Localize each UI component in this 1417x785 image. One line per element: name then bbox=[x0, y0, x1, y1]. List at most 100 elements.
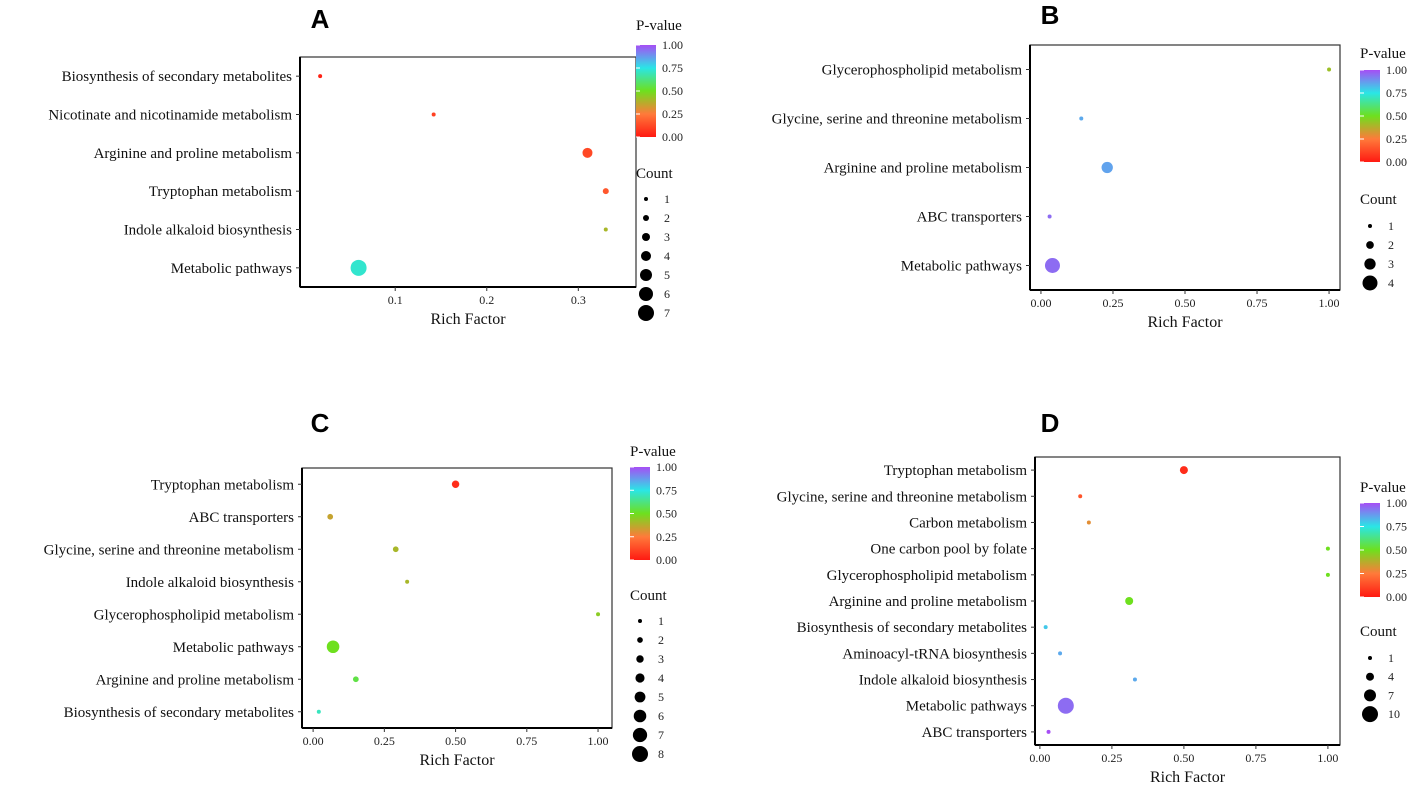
data-point bbox=[1047, 214, 1052, 219]
size-legend-label: 6 bbox=[664, 287, 670, 301]
data-point bbox=[392, 546, 399, 553]
data-point bbox=[318, 74, 323, 79]
y-tick-label: Tryptophan metabolism bbox=[149, 184, 293, 200]
size-legend-label: 3 bbox=[658, 652, 664, 666]
size-legend-label: 4 bbox=[664, 249, 670, 263]
plot-frame bbox=[301, 467, 613, 729]
size-legend-dot bbox=[640, 269, 652, 281]
color-tick-label: 1.00 bbox=[1386, 496, 1407, 510]
panel-c: C 0.00 0.25 0.50 0.75 1.00 Rich Factor Tryptoph… bbox=[44, 408, 677, 769]
data-point bbox=[1044, 258, 1060, 273]
size-legend-dot bbox=[641, 251, 651, 261]
plot-frame bbox=[299, 56, 637, 288]
y-tick-label: Nicotinate and nicotinamide metabolism bbox=[48, 108, 292, 124]
size-legend-label: 4 bbox=[658, 671, 664, 685]
size-legend-label: 2 bbox=[1388, 238, 1394, 252]
size-legend-label: 5 bbox=[658, 690, 664, 704]
x-tick-label: 0.00 bbox=[1030, 296, 1051, 310]
color-tick-label: 0.75 bbox=[662, 61, 683, 75]
size-legend-label: 8 bbox=[658, 747, 664, 761]
size-legend-label: 1 bbox=[1388, 651, 1394, 665]
color-legend-title: P-value bbox=[1360, 480, 1406, 496]
data-point bbox=[350, 259, 367, 276]
x-tick-label: 1.00 bbox=[1319, 296, 1340, 310]
data-point bbox=[1327, 67, 1332, 72]
size-legend-dot bbox=[1364, 689, 1376, 702]
x-axis-title: Rich Factor bbox=[419, 752, 495, 769]
size-legend-label: 7 bbox=[664, 306, 670, 320]
y-tick-label: Glycerophospholipid metabolism bbox=[94, 607, 295, 623]
size-legend-label: 3 bbox=[1388, 257, 1394, 271]
panel-d: D 0.00 0.25 0.50 0.75 1.00 Rich Factor Tryptoph… bbox=[777, 408, 1407, 785]
size-legend-dot bbox=[1368, 656, 1372, 660]
data-point bbox=[1078, 494, 1083, 499]
y-tick-label: One carbon pool by folate bbox=[870, 542, 1027, 558]
color-tick-label: 1.00 bbox=[662, 38, 683, 52]
panel-label: A bbox=[311, 4, 330, 34]
color-tick-label: 1.00 bbox=[1386, 63, 1407, 77]
x-tick-label: 0.1 bbox=[388, 293, 403, 307]
size-legend-dot bbox=[634, 691, 646, 703]
y-tick-label: Biosynthesis of secondary metabolites bbox=[797, 620, 1028, 636]
x-tick-label: 0.00 bbox=[303, 734, 324, 748]
x-tick-label: 0.25 bbox=[1101, 751, 1122, 765]
data-point bbox=[316, 709, 321, 714]
x-tick-label: 0.50 bbox=[1173, 751, 1194, 765]
size-legend-dot bbox=[636, 655, 644, 663]
size-legend-label: 3 bbox=[664, 230, 670, 244]
color-tick-label: 0.00 bbox=[656, 553, 677, 567]
data-point bbox=[1079, 116, 1084, 121]
data-point bbox=[1132, 677, 1137, 682]
y-tick-label: Glycine, serine and threonine metabolism bbox=[772, 112, 1023, 128]
color-tick-label: 0.25 bbox=[1386, 567, 1407, 581]
size-legend-dot bbox=[639, 287, 653, 301]
data-point bbox=[602, 188, 609, 195]
data-point bbox=[1058, 651, 1063, 656]
x-axis-title: Rich Factor bbox=[1150, 769, 1226, 785]
color-tick-label: 0.75 bbox=[1386, 86, 1407, 100]
size-legend-label: 7 bbox=[1388, 688, 1394, 702]
color-tick-label: 1.00 bbox=[656, 460, 677, 474]
y-tick-label: Metabolic pathways bbox=[906, 699, 1027, 715]
x-tick-label: 0.75 bbox=[1247, 296, 1268, 310]
y-tick-label: ABC transporters bbox=[189, 510, 295, 526]
color-tick-label: 0.25 bbox=[656, 530, 677, 544]
data-point bbox=[352, 676, 359, 683]
size-legend-dot bbox=[643, 215, 649, 221]
panel-label: D bbox=[1041, 408, 1060, 438]
y-tick-label: ABC transporters bbox=[922, 725, 1028, 741]
y-tick-label: Glycerophospholipid metabolism bbox=[827, 568, 1028, 584]
y-tick-label: Metabolic pathways bbox=[173, 640, 294, 656]
size-legend-dot bbox=[638, 619, 642, 623]
color-bar bbox=[636, 45, 656, 137]
data-point bbox=[1325, 572, 1330, 577]
color-tick-label: 0.00 bbox=[1386, 155, 1407, 169]
size-legend-label: 6 bbox=[658, 709, 664, 723]
data-point bbox=[1086, 520, 1091, 525]
y-tick-label: Biosynthesis of secondary metabolites bbox=[62, 69, 293, 85]
size-legend-dot bbox=[632, 746, 648, 762]
y-tick-label: Carbon metabolism bbox=[909, 515, 1027, 531]
size-legend-label: 7 bbox=[658, 728, 664, 742]
color-legend-title: P-value bbox=[1360, 46, 1406, 62]
y-tick-label: Aminoacyl-tRNA biosynthesis bbox=[842, 646, 1027, 662]
size-legend-dot bbox=[632, 727, 648, 743]
color-bar bbox=[1360, 503, 1380, 597]
color-tick-label: 0.00 bbox=[662, 130, 683, 144]
size-legend-title: Count bbox=[636, 166, 674, 182]
y-tick-label: Indole alkaloid biosynthesis bbox=[124, 223, 292, 239]
size-legend-dot bbox=[642, 233, 650, 241]
size-legend-dot bbox=[1362, 275, 1378, 291]
y-tick-label: Metabolic pathways bbox=[171, 261, 292, 277]
x-axis-title: Rich Factor bbox=[430, 311, 506, 328]
x-tick-label: 0.25 bbox=[374, 734, 395, 748]
color-legend-title: P-value bbox=[630, 444, 676, 460]
y-tick-label: Arginine and proline metabolism bbox=[829, 594, 1028, 610]
size-legend-dot bbox=[638, 305, 654, 321]
data-point bbox=[1179, 466, 1188, 475]
color-bar bbox=[630, 467, 650, 560]
data-point bbox=[1101, 161, 1113, 174]
color-tick-label: 0.50 bbox=[656, 507, 677, 521]
x-tick-label: 0.00 bbox=[1029, 751, 1050, 765]
